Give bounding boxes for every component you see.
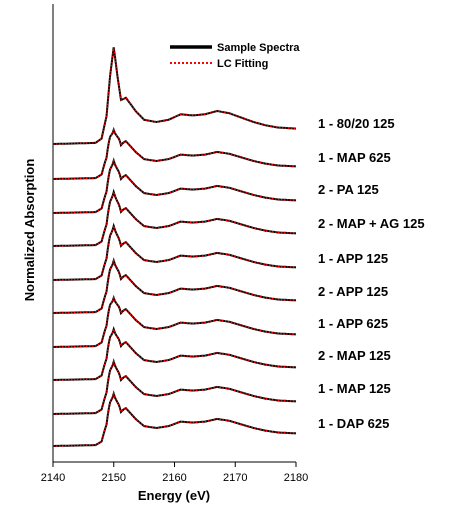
legend-label-lc-fitting: LC Fitting: [217, 58, 268, 70]
series-label: 2 - APP 125: [318, 284, 388, 299]
sample-spectrum-line: [53, 358, 297, 415]
sample-spectrum-line: [53, 325, 297, 381]
series-label: 1 - APP 125: [318, 251, 388, 266]
lc-fitting-line: [53, 223, 297, 281]
x-tick-label: 2160: [162, 472, 186, 484]
series-label: 1 - MAP 125: [318, 381, 391, 396]
x-ticks: 2140 2150 2160 2170 2180: [41, 462, 308, 484]
sample-spectrum-line: [53, 222, 297, 281]
lc-fitting-line: [53, 295, 297, 348]
x-tick-label: 2170: [223, 472, 247, 484]
lc-fitting-line: [53, 391, 297, 447]
lc-fitting-line: [53, 359, 297, 415]
x-tick-label: 2180: [284, 472, 308, 484]
legend: Sample Spectra LC Fitting: [170, 42, 300, 70]
lc-fitting-line: [53, 258, 297, 314]
series-label: 1 - DAP 625: [318, 416, 389, 431]
axes: [52, 4, 296, 463]
lc-fitting-line: [53, 189, 297, 247]
sample-spectrum-line: [53, 126, 297, 180]
x-tick-label: 2150: [102, 472, 126, 484]
spectra: [53, 47, 297, 447]
sample-spectrum-line: [53, 257, 297, 314]
sample-spectrum-line: [53, 157, 297, 214]
series-label: 1 - APP 625: [318, 316, 388, 331]
series-label: 1 - MAP 625: [318, 150, 391, 165]
sample-spectrum-line: [53, 390, 297, 447]
y-axis-title: Normalized Absorption: [22, 159, 37, 302]
lc-fitting-line: [53, 158, 297, 214]
sample-spectrum-line: [53, 294, 297, 348]
series-label: 1 - 80/20 125: [318, 116, 395, 131]
series-label: 2 - PA 125: [318, 182, 379, 197]
lc-fitting-line: [53, 127, 297, 180]
lc-fitting-line: [53, 327, 297, 381]
x-tick-label: 2140: [41, 472, 65, 484]
sample-spectrum-line: [53, 188, 297, 247]
legend-label-sample-spectra: Sample Spectra: [217, 42, 300, 54]
x-axis-title: Energy (eV): [138, 488, 210, 503]
series-labels: 1 - 80/20 125 1 - MAP 625 2 - PA 125 2 - MA…: [318, 116, 425, 431]
series-label: 2 - MAP 125: [318, 348, 391, 363]
series-label: 2 - MAP + AG 125: [318, 216, 425, 231]
sample-spectrum-line: [53, 47, 297, 145]
